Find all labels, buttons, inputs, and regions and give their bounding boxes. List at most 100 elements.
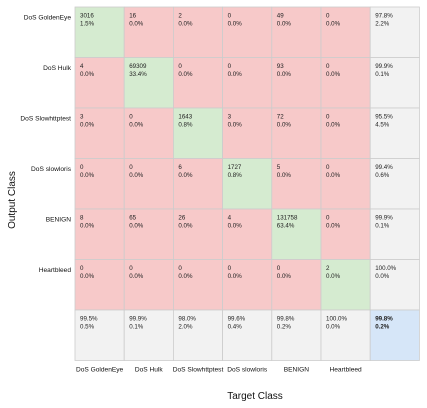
column-summary-0-percent: 0.5% xyxy=(80,324,95,331)
cell-r0-c5-count: 0 xyxy=(326,13,330,20)
cell-r0-c5 xyxy=(320,6,371,58)
cell-r5-c1 xyxy=(123,259,174,311)
cell-r5-c4-count: 0 xyxy=(277,265,281,272)
overall-accuracy-count: 99.8% xyxy=(375,316,393,323)
row-summary-2-count: 95.5% xyxy=(375,114,393,121)
cell-r3-c0-count: 0 xyxy=(80,164,84,171)
cell-r5-c2-percent: 0.0% xyxy=(178,273,193,280)
column-summary-5 xyxy=(320,309,371,361)
cell-r1-c4-count: 93 xyxy=(277,63,284,70)
cell-r3-c0-percent: 0.0% xyxy=(80,172,95,179)
cell-r0-c0-count: 3016 xyxy=(80,13,94,20)
row-label-benign: BENIGN xyxy=(46,217,72,224)
cell-r5-c4-percent: 0.0% xyxy=(277,273,292,280)
cell-r5-c0-percent: 0.0% xyxy=(80,273,95,280)
cell-r0-c4-count: 49 xyxy=(277,13,284,20)
cell-r5-c3-percent: 0.0% xyxy=(228,273,243,280)
row-summary-3-percent: 0.6% xyxy=(375,172,390,179)
cell-r2-c1-percent: 0.0% xyxy=(129,122,144,129)
cell-r5-c4 xyxy=(271,259,322,311)
row-summary-3-count: 99.4% xyxy=(375,164,393,171)
cell-r2-c3 xyxy=(222,107,273,159)
cell-r3-c5-count: 0 xyxy=(326,164,330,171)
cell-r4-c0-count: 8 xyxy=(80,215,84,222)
cell-r4-c0 xyxy=(74,208,125,260)
row-summary-3 xyxy=(369,158,420,210)
cell-r5-c1-percent: 0.0% xyxy=(129,273,144,280)
cell-r1-c5-percent: 0.0% xyxy=(326,71,341,78)
row-label-heartbleed: Heartbleed xyxy=(39,267,72,274)
cell-r2-c3-percent: 0.0% xyxy=(228,122,243,129)
cell-r0-c5-percent: 0.0% xyxy=(326,21,341,28)
cell-r3-c3-percent: 0.8% xyxy=(228,172,243,179)
cell-r0-c1-percent: 0.0% xyxy=(129,21,144,28)
column-summary-4-percent: 0.2% xyxy=(277,324,292,331)
cell-r5-c0 xyxy=(74,259,125,311)
cell-r2-c4 xyxy=(271,107,322,159)
cell-r2-c2-percent: 0.8% xyxy=(178,122,193,129)
cell-r1-c2 xyxy=(172,57,223,109)
cell-r2-c1-count: 0 xyxy=(129,114,133,121)
row-summary-0-percent: 2.2% xyxy=(375,21,390,28)
cell-r2-c2 xyxy=(172,107,223,159)
column-summary-1-count: 99.9% xyxy=(129,316,147,323)
cell-r5-c0-count: 0 xyxy=(80,265,84,272)
row-summary-1-percent: 0.1% xyxy=(375,71,390,78)
cell-r2-c5-count: 0 xyxy=(326,114,330,121)
cell-r1-c1-percent: 33.4% xyxy=(129,71,147,78)
column-summary-4 xyxy=(271,309,322,361)
cell-r4-c2 xyxy=(172,208,223,260)
cell-r1-c3-percent: 0.0% xyxy=(228,71,243,78)
column-label-dos-slowhttptest: DoS Slowhttptest xyxy=(173,367,224,374)
cell-r0-c2-percent: 0.0% xyxy=(178,21,193,28)
cell-r5-c2-count: 0 xyxy=(178,265,182,272)
cell-r3-c2-count: 6 xyxy=(178,164,182,171)
row-summary-5 xyxy=(369,259,420,311)
cell-r0-c1-count: 16 xyxy=(129,13,136,20)
cell-r4-c3-percent: 0.0% xyxy=(228,223,243,230)
x-axis-title: Target Class xyxy=(227,391,283,402)
cell-r2-c4-percent: 0.0% xyxy=(277,122,292,129)
cell-r2-c0-percent: 0.0% xyxy=(80,122,95,129)
cell-r3-c3 xyxy=(222,158,273,210)
cell-r0-c3-count: 0 xyxy=(228,13,232,20)
column-summary-4-count: 99.8% xyxy=(277,316,295,323)
cell-r5-c1-count: 0 xyxy=(129,265,133,272)
cell-r1-c1-count: 69309 xyxy=(129,63,147,70)
cell-r4-c1-percent: 0.0% xyxy=(129,223,144,230)
cell-r4-c4-count: 131758 xyxy=(277,215,298,222)
cell-r3-c1-count: 0 xyxy=(129,164,133,171)
column-summary-1-percent: 0.1% xyxy=(129,324,144,331)
cell-r5-c5-count: 2 xyxy=(326,265,330,272)
cell-r4-c2-percent: 0.0% xyxy=(178,223,193,230)
cell-r3-c1 xyxy=(123,158,174,210)
cell-r5-c3-count: 0 xyxy=(228,265,232,272)
cell-r3-c5 xyxy=(320,158,371,210)
overall-accuracy-percent: 0.2% xyxy=(375,324,390,331)
cell-r5-c3 xyxy=(222,259,273,311)
cell-r3-c2-percent: 0.0% xyxy=(178,172,193,179)
column-label-benign: BENIGN xyxy=(284,367,310,374)
cell-r2-c5 xyxy=(320,107,371,159)
matrix-cells: 30161.5%160.0%20.0%00.0%490.0%00.0%97.8%… xyxy=(74,6,420,361)
cell-r0-c2 xyxy=(172,6,223,58)
row-summary-1 xyxy=(369,57,420,109)
cell-r4-c5-count: 0 xyxy=(326,215,330,222)
cell-r1-c0 xyxy=(74,57,125,109)
row-summary-2-percent: 4.5% xyxy=(375,122,390,129)
row-summary-2 xyxy=(369,107,420,159)
cell-r1-c2-count: 0 xyxy=(178,63,182,70)
cell-r0-c3 xyxy=(222,6,273,58)
row-summary-4-percent: 0.1% xyxy=(375,223,390,230)
row-label-dos-slowloris: DoS slowloris xyxy=(31,166,72,173)
column-summary-3-percent: 0.4% xyxy=(228,324,243,331)
row-summary-1-count: 99.9% xyxy=(375,63,393,70)
column-label-dos-goldeneye: DoS GoldenEye xyxy=(76,367,124,374)
y-axis-title: Output Class xyxy=(7,171,18,229)
column-summary-5-count: 100.0% xyxy=(326,316,347,323)
cell-r1-c3-count: 0 xyxy=(228,63,232,70)
cell-r2-c2-count: 1643 xyxy=(178,114,192,121)
row-summary-5-count: 100.0% xyxy=(375,265,396,272)
column-summary-2-percent: 2.0% xyxy=(178,324,193,331)
